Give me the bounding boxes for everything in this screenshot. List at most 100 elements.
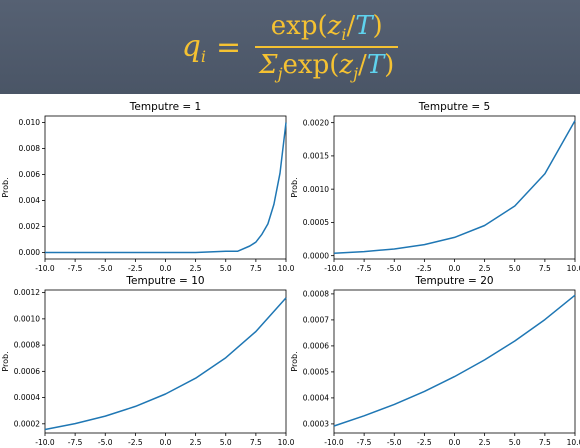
chart-1: Temputre = 1 Prob. -10.0 -7.5 -5.0 -2.5 0.0 2.5… bbox=[1, 101, 295, 273]
x-tick-label: -2.5 bbox=[417, 264, 432, 273]
x-tick-label: 10.0 bbox=[567, 438, 580, 447]
x-tick-label: -2.5 bbox=[128, 264, 143, 273]
formula-fraction: exp(zi/T) Σjexp(zj/T) bbox=[255, 11, 399, 83]
y-axis-label: Prob. bbox=[290, 177, 299, 197]
y-tick-label: 0.002 bbox=[19, 222, 41, 231]
formula-numerator: exp(zi/T) bbox=[267, 11, 387, 44]
series-line bbox=[333, 120, 576, 254]
softmax-formula: qi = exp(zi/T) Σjexp(zj/T) bbox=[0, 0, 580, 94]
formula-equals: = bbox=[216, 29, 242, 65]
num-close-paren: ) bbox=[372, 11, 383, 41]
x-tick-label: 10.0 bbox=[278, 438, 295, 447]
num-z-subscript: i bbox=[341, 25, 347, 44]
den-z-subscript: j bbox=[353, 64, 359, 83]
num-z: z bbox=[327, 11, 342, 41]
x-tick-label: -2.5 bbox=[128, 438, 143, 447]
den-temperature: T bbox=[366, 50, 385, 80]
x-tick-label: -7.5 bbox=[357, 438, 372, 447]
x-tick-label: 0.0 bbox=[449, 264, 461, 273]
y-tick-label: 0.0008 bbox=[303, 290, 329, 299]
x-tick-label: 2.5 bbox=[190, 438, 202, 447]
chart-3: Temputre = 10 Prob. -10.0 -7.5 -5.0 -2.5 0.0 2.… bbox=[1, 275, 295, 447]
axes-frame bbox=[44, 289, 287, 434]
x-tick-label: 2.5 bbox=[190, 264, 202, 273]
y-tick-label: 0.0020 bbox=[303, 118, 329, 127]
x-tick-label: 5.0 bbox=[220, 264, 232, 273]
y-tick-label: 0.000 bbox=[19, 248, 41, 257]
den-close-paren: ) bbox=[384, 50, 395, 80]
x-tick-label: 7.5 bbox=[539, 264, 551, 273]
x-tick-label: 10.0 bbox=[567, 264, 580, 273]
y-tick-label: 0.0002 bbox=[14, 419, 40, 428]
y-tick-label: 0.0006 bbox=[303, 342, 329, 351]
x-tick-label: -5.0 bbox=[98, 264, 113, 273]
x-tick-label: 2.5 bbox=[479, 264, 491, 273]
den-exp: exp( bbox=[282, 50, 340, 80]
den-sigma: Σ bbox=[259, 50, 278, 80]
axes-frame bbox=[333, 289, 576, 434]
num-slash: / bbox=[346, 11, 356, 41]
y-tick-label: 0.0005 bbox=[303, 368, 329, 377]
x-tick-label: -5.0 bbox=[387, 264, 402, 273]
y-tick-label: 0.0003 bbox=[303, 420, 329, 429]
x-tick-label: -10.0 bbox=[35, 264, 55, 273]
den-sigma-subscript: j bbox=[277, 64, 283, 83]
series-line bbox=[333, 294, 576, 427]
y-tick-label: 0.0005 bbox=[303, 218, 329, 227]
x-tick-label: 0.0 bbox=[449, 438, 461, 447]
x-tick-label: 7.5 bbox=[250, 438, 262, 447]
y-tick-label: 0.0015 bbox=[303, 152, 329, 161]
formula-lhs: qi bbox=[182, 29, 206, 66]
y-axis-label: Prob. bbox=[1, 351, 10, 371]
x-tick-label: -7.5 bbox=[68, 438, 83, 447]
x-tick-label: 10.0 bbox=[278, 264, 295, 273]
y-axis-label: Prob. bbox=[1, 177, 10, 197]
chart-4: Temputre = 20 Prob. -10.0 -7.5 -5.0 -2.5 0.0 2.… bbox=[290, 275, 580, 447]
x-tick-label: -2.5 bbox=[417, 438, 432, 447]
y-tick-label: 0.008 bbox=[19, 144, 41, 153]
x-tick-label: -7.5 bbox=[357, 264, 372, 273]
series-line bbox=[45, 122, 287, 254]
y-tick-label: 0.0010 bbox=[14, 314, 40, 323]
y-tick-label: 0.0012 bbox=[14, 288, 40, 297]
den-z: z bbox=[339, 50, 354, 80]
y-tick-label: 0.006 bbox=[19, 170, 41, 179]
y-tick-label: 0.0010 bbox=[303, 185, 329, 194]
x-tick-label: -5.0 bbox=[387, 438, 402, 447]
formula-q-subscript: i bbox=[200, 46, 207, 66]
temperature-charts: Temputre = 1 Prob. -10.0 -7.5 -5.0 -2.5 0.0 2.5… bbox=[1, 101, 580, 447]
num-temperature: T bbox=[355, 11, 373, 41]
axes-frame bbox=[44, 115, 287, 260]
x-tick-label: 5.0 bbox=[509, 438, 521, 447]
series-line bbox=[44, 297, 287, 431]
y-tick-label: 0.0000 bbox=[303, 251, 329, 260]
x-tick-label: -7.5 bbox=[68, 264, 83, 273]
chart-2: Temputre = 5 Prob. -10.0 -7.5 -5.0 -2.5 0.0 2.5… bbox=[290, 101, 580, 273]
charts-panel bbox=[0, 94, 580, 448]
chart-title: Temputre = 1 bbox=[129, 101, 201, 113]
x-tick-label: -5.0 bbox=[98, 438, 113, 447]
x-tick-label: 7.5 bbox=[539, 438, 551, 447]
y-tick-label: 0.004 bbox=[19, 196, 41, 205]
x-tick-label: 5.0 bbox=[509, 264, 521, 273]
chart-title: Temputre = 10 bbox=[125, 275, 204, 287]
y-axis-label: Prob. bbox=[290, 351, 299, 371]
x-tick-label: 2.5 bbox=[479, 438, 491, 447]
y-tick-label: 0.010 bbox=[19, 118, 41, 127]
chart-title: Temputre = 5 bbox=[418, 101, 490, 113]
x-tick-label: 0.0 bbox=[160, 264, 172, 273]
fraction-bar bbox=[255, 46, 399, 48]
x-tick-label: 7.5 bbox=[250, 264, 262, 273]
x-tick-label: 5.0 bbox=[220, 438, 232, 447]
chart-title: Temputre = 20 bbox=[414, 275, 493, 287]
y-tick-label: 0.0004 bbox=[14, 393, 40, 402]
x-tick-label: 0.0 bbox=[160, 438, 172, 447]
y-tick-label: 0.0006 bbox=[14, 367, 40, 376]
x-tick-label: -10.0 bbox=[324, 264, 344, 273]
den-slash: / bbox=[358, 50, 367, 80]
y-tick-label: 0.0007 bbox=[303, 316, 329, 325]
formula-denominator: Σjexp(zj/T) bbox=[255, 50, 398, 83]
num-exp: exp( bbox=[270, 11, 328, 41]
y-tick-label: 0.0008 bbox=[14, 341, 40, 350]
y-tick-label: 0.0004 bbox=[303, 394, 329, 403]
